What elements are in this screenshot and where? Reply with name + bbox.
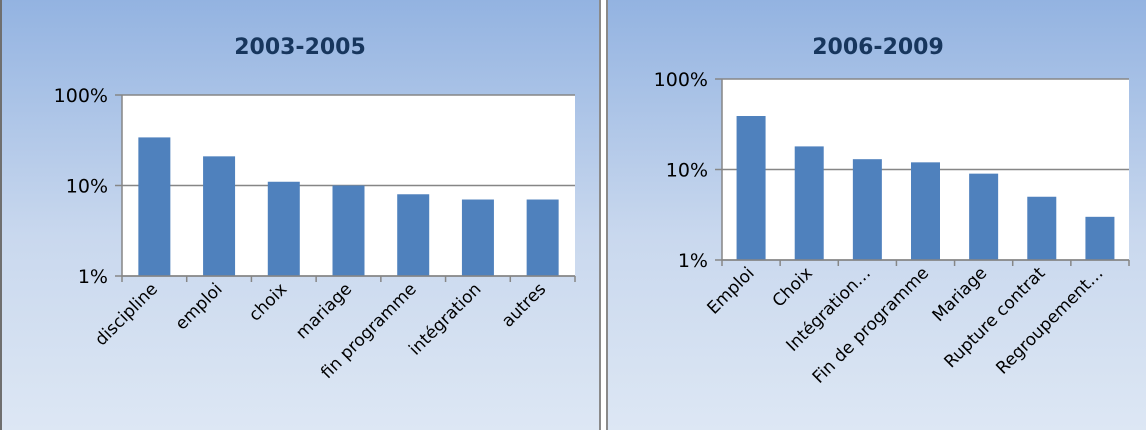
panel-divider <box>601 0 606 430</box>
x-tick-label: Regroupement… <box>992 263 1107 378</box>
bar <box>736 116 766 260</box>
y-tick-label: 100% <box>654 69 708 91</box>
y-tick-label: 1% <box>678 250 708 272</box>
y-tick-label: 100% <box>54 85 108 107</box>
bar <box>1027 196 1057 260</box>
x-tick-label: choix <box>245 279 291 325</box>
y-tick-label: 10% <box>66 176 108 198</box>
chart-panel-2003-2005: 2003-2005 1% 10% 100% discipline emploi choix m… <box>0 0 601 430</box>
x-tick-label: mariage <box>292 279 356 343</box>
bar <box>852 159 882 260</box>
bar <box>138 137 171 276</box>
x-tick-label: autres <box>498 279 550 331</box>
chart-title: 2003-2005 <box>234 35 366 60</box>
x-tick-label: Rupture contrat <box>941 263 1050 372</box>
x-tick-label: Fin de programme <box>809 263 933 387</box>
chart-title: 2006-2009 <box>812 35 944 60</box>
bar <box>203 156 236 276</box>
bar <box>1085 216 1115 260</box>
bar <box>332 185 365 276</box>
x-tick-label: Choix <box>769 263 817 311</box>
bar <box>969 173 999 260</box>
bar <box>794 146 824 260</box>
bar <box>267 181 300 276</box>
bar <box>397 194 430 276</box>
bar <box>526 199 559 276</box>
bar <box>911 162 940 260</box>
chart-panel-2006-2009: 2006-2009 1% 10% 100% Emploi Choix Intégration… <box>606 0 1146 430</box>
x-tick-label: discipline <box>91 279 162 350</box>
bar <box>461 199 494 276</box>
x-tick-label: emploi <box>172 279 227 334</box>
x-tick-label: Emploi <box>703 263 758 318</box>
chart-2003-2005: 2003-2005 1% 10% 100% discipline emploi choix m… <box>54 35 576 383</box>
y-tick-label: 10% <box>666 160 708 182</box>
y-tick-label: 1% <box>78 266 108 288</box>
